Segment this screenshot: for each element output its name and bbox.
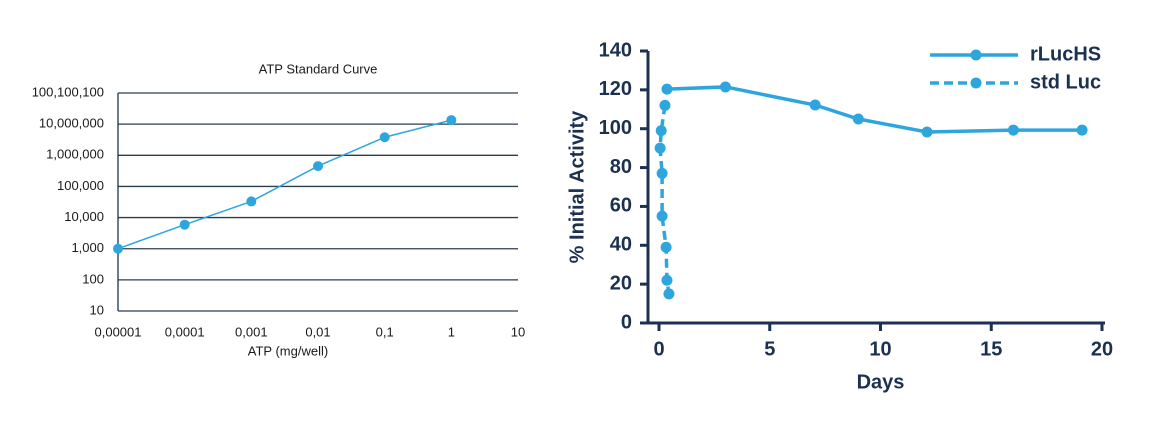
y-tick-label: 100,100,100	[32, 84, 104, 99]
x-tick-label: 0	[653, 338, 664, 360]
y-tick-label: 100	[599, 117, 632, 139]
y-tick-label: 140	[599, 39, 632, 61]
data-point	[379, 132, 390, 143]
x-tick-label: 10	[511, 324, 525, 339]
x-tick-label: 0,1	[376, 324, 394, 339]
y-tick-label: 100,000	[57, 178, 104, 193]
legend-marker	[970, 77, 982, 89]
x-tick-label: 0,0001	[165, 324, 205, 339]
data-point	[655, 125, 667, 137]
data-point	[921, 126, 933, 138]
x-tick-label: 10	[869, 338, 891, 360]
data-point	[661, 83, 673, 95]
data-point	[656, 167, 668, 179]
y-tick-label: 10,000,000	[39, 116, 104, 131]
data-point	[1076, 124, 1088, 136]
data-point	[113, 243, 123, 254]
y-tick-label: 1,000,000	[46, 147, 104, 162]
y-tick-label: 100	[82, 271, 104, 286]
y-tick-label: 40	[610, 234, 632, 256]
data-point	[654, 142, 666, 154]
data-point	[1007, 124, 1019, 136]
x-tick-label: 1	[448, 324, 455, 339]
series-line	[666, 85, 1083, 134]
data-point	[179, 219, 190, 230]
x-axis-label: ATP (mg/well)	[248, 343, 328, 358]
data-point	[852, 113, 864, 125]
legend-label: std Luc	[1030, 71, 1101, 93]
y-tick-label: 60	[610, 195, 632, 217]
y-tick-label: 20	[610, 272, 632, 294]
data-point	[659, 99, 671, 111]
chart-title: ATP Standard Curve	[259, 61, 378, 76]
data-point	[661, 274, 673, 286]
data-point	[663, 288, 675, 300]
y-tick-label: 120	[599, 78, 632, 100]
x-tick-label: 0,01	[305, 324, 330, 339]
x-axis-label: Days	[857, 371, 905, 393]
data-point	[656, 210, 668, 222]
y-tick-label: 10,000	[64, 209, 104, 224]
x-tick-label: 0,001	[235, 324, 268, 339]
legend-label: rLucHS	[1030, 43, 1101, 65]
chart: 10 100 1,000 10,000 100,000 1,000,000 10,000,0…	[32, 61, 526, 358]
chart: 0 20 40 60 80 100 120 140 0 5 10 15 20 Days % Initial …	[566, 39, 1113, 393]
data-point	[719, 81, 731, 93]
y-tick-label: 0	[621, 311, 632, 333]
legend-marker	[970, 49, 982, 61]
data-point	[313, 161, 323, 172]
y-tick-label: 10	[90, 302, 104, 317]
data-point	[660, 241, 672, 253]
y-axis-label: % Initial Activity	[566, 110, 588, 264]
y-tick-label: 80	[610, 156, 632, 178]
y-tick-label: 1,000	[71, 240, 104, 255]
x-tick-label: 0,00001	[95, 324, 142, 339]
x-tick-label: 15	[980, 338, 1002, 360]
data-point	[446, 115, 457, 126]
data-point	[246, 196, 257, 207]
x-tick-label: 5	[764, 338, 775, 360]
x-tick-label: 20	[1091, 338, 1113, 360]
series-line	[117, 119, 452, 250]
data-point	[809, 99, 821, 111]
